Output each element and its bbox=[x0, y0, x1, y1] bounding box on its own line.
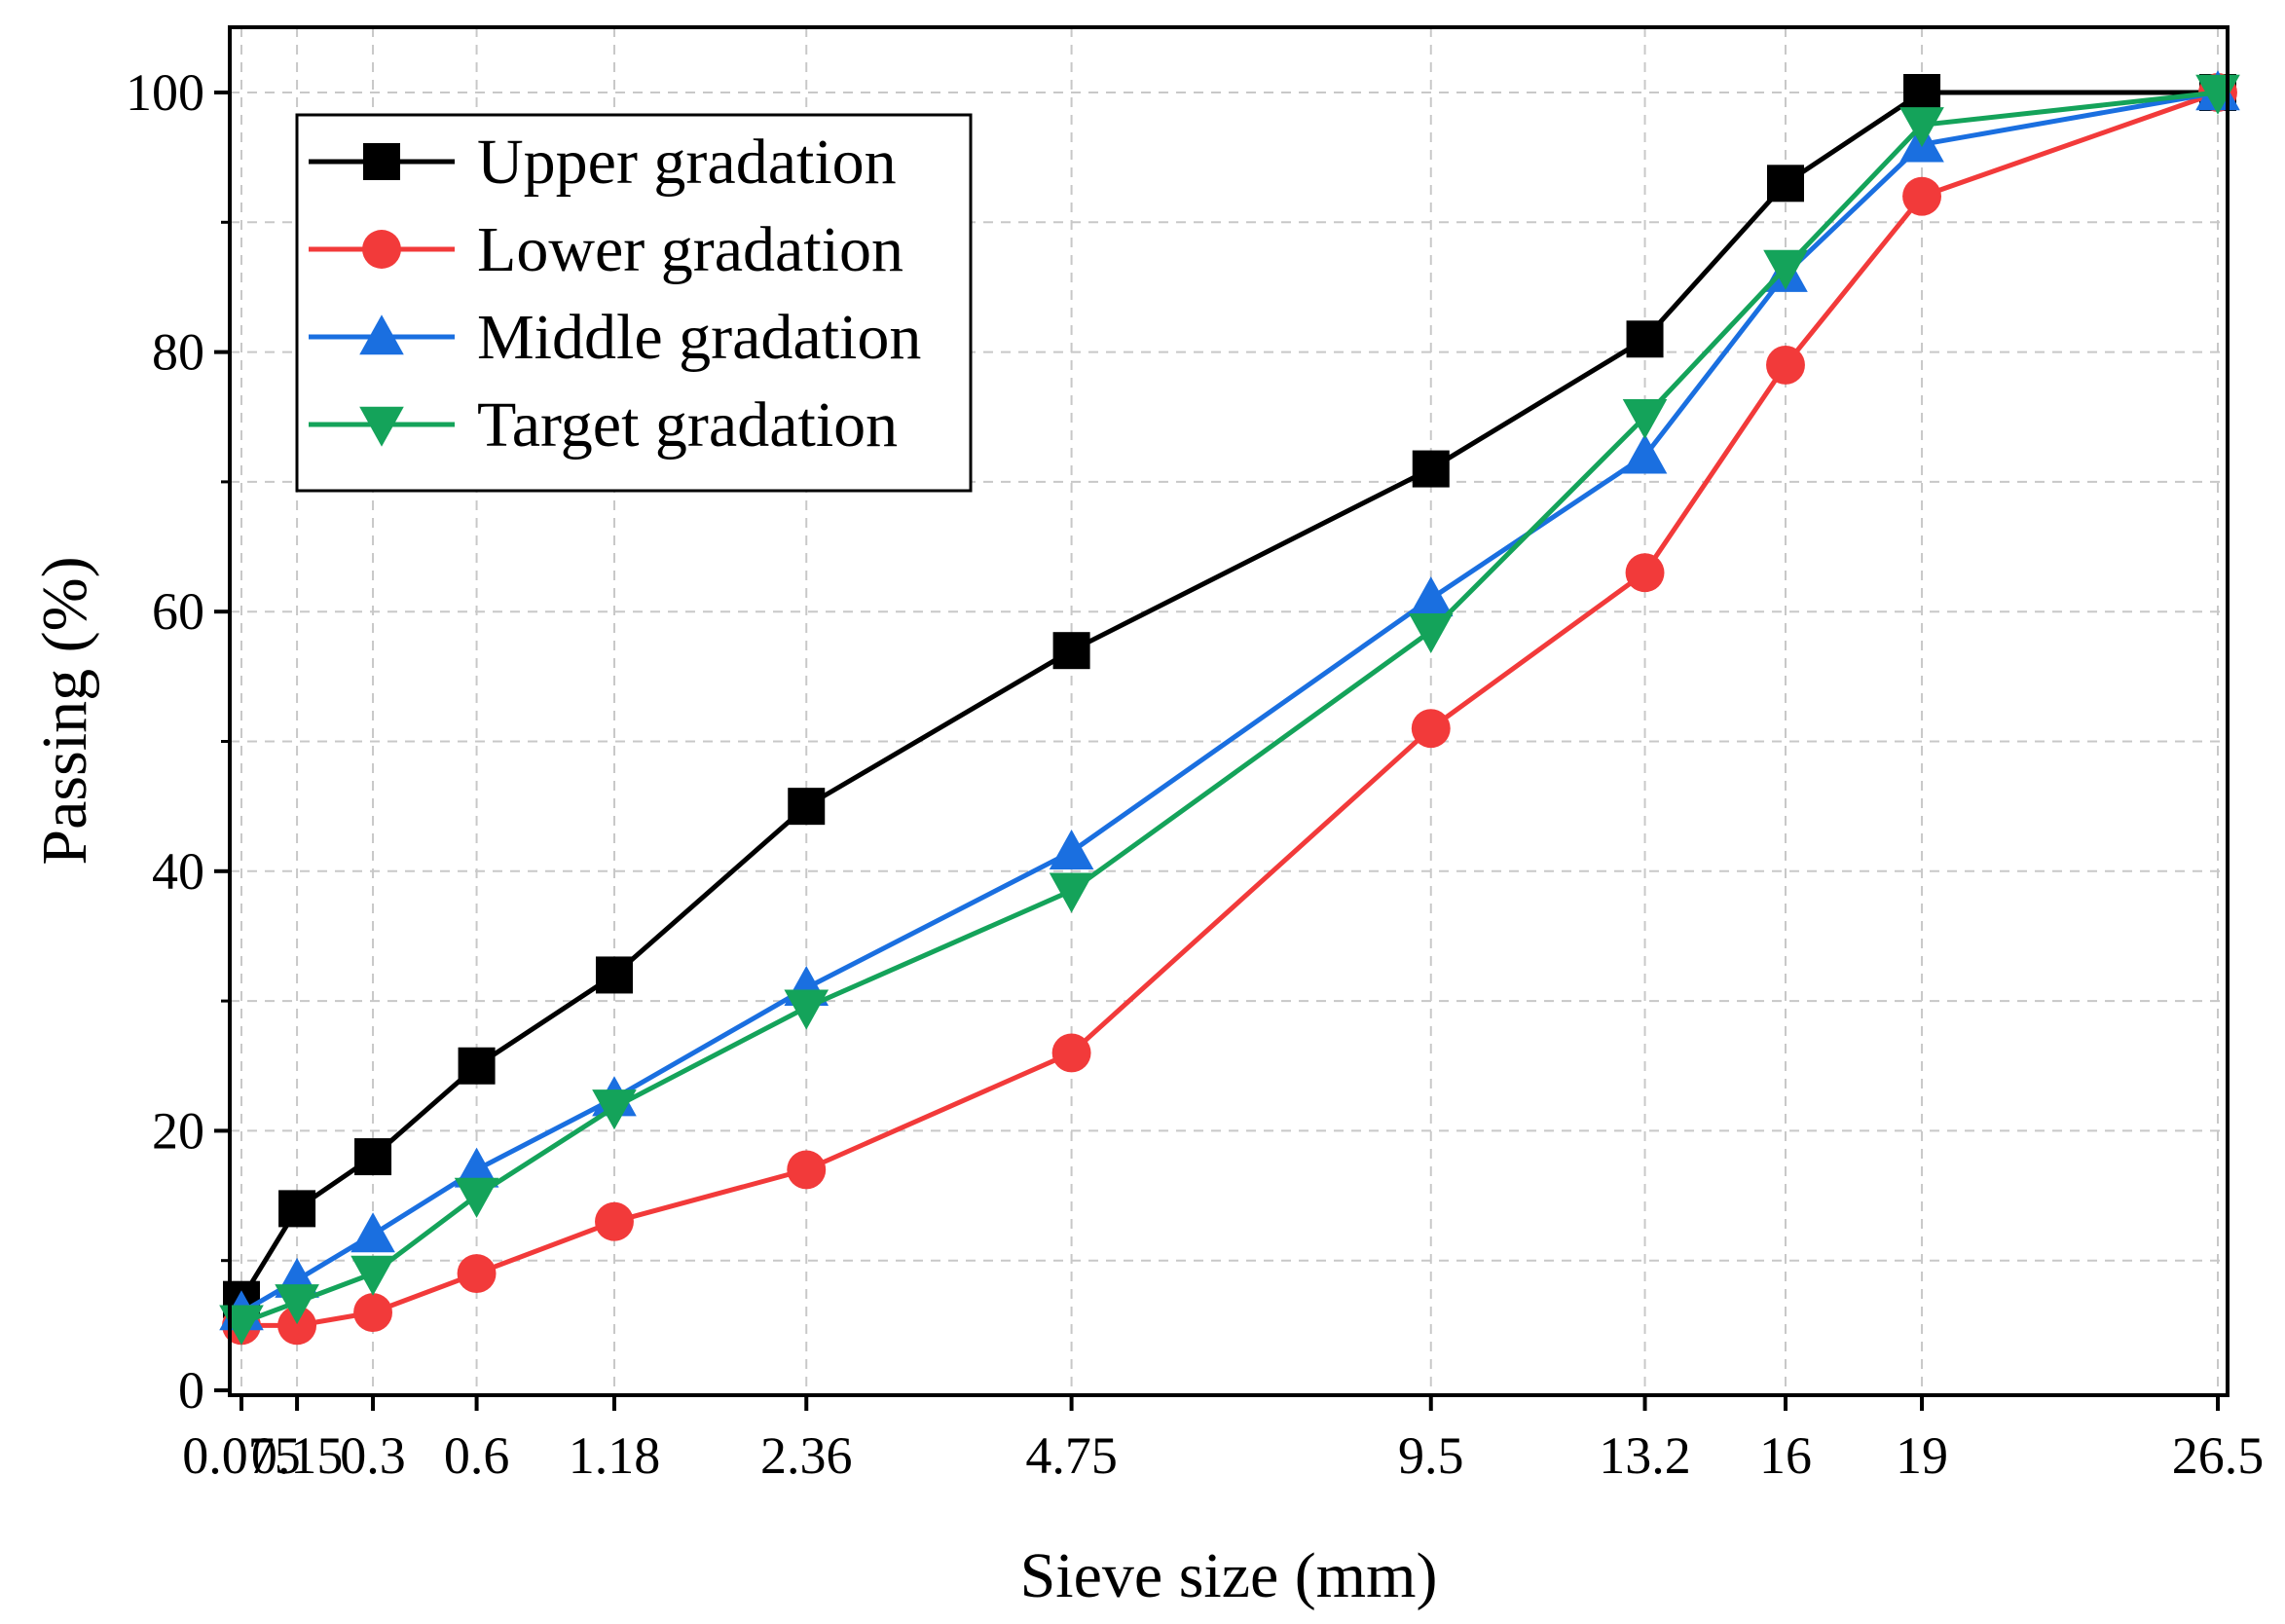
x-tick-label: 2.36 bbox=[760, 1426, 853, 1485]
data-point bbox=[454, 1147, 499, 1188]
data-point bbox=[1763, 249, 1808, 290]
data-point bbox=[1622, 399, 1668, 440]
data-point bbox=[275, 1284, 319, 1325]
data-point bbox=[454, 1177, 499, 1218]
y-tick-label: 100 bbox=[126, 63, 204, 122]
legend-label: Upper gradation bbox=[477, 127, 897, 198]
legend-item: Lower gradation bbox=[309, 214, 903, 285]
data-point bbox=[277, 1306, 317, 1346]
legend-item: Middle gradation bbox=[309, 302, 921, 373]
data-point bbox=[1625, 553, 1665, 593]
data-point bbox=[1626, 320, 1664, 358]
x-tick-label: 19 bbox=[1896, 1426, 1948, 1485]
y-tick-label: 20 bbox=[152, 1101, 204, 1160]
data-point bbox=[1902, 176, 1941, 216]
x-axis-title: Sieve size (mm) bbox=[1020, 1540, 1438, 1611]
data-point bbox=[1049, 872, 1094, 913]
data-point bbox=[1622, 433, 1668, 474]
data-point bbox=[788, 788, 826, 826]
y-tick-label: 60 bbox=[152, 582, 204, 641]
x-tick-label: 0.075 bbox=[182, 1426, 301, 1485]
legend: Upper gradation Lower gradation Middle gra… bbox=[295, 113, 973, 493]
data-point bbox=[1411, 709, 1451, 749]
data-point bbox=[353, 1293, 393, 1332]
y-tick-label: 40 bbox=[152, 842, 204, 901]
data-point bbox=[1903, 74, 1941, 111]
legend-label: Target gradation bbox=[477, 389, 898, 461]
data-point bbox=[787, 1150, 827, 1190]
series-target-gradation bbox=[219, 74, 2240, 1346]
data-point bbox=[1412, 450, 1450, 488]
data-point bbox=[278, 1190, 316, 1228]
legend-label: Middle gradation bbox=[477, 302, 921, 373]
data-point bbox=[1051, 1033, 1091, 1073]
x-tick-label: 4.75 bbox=[1025, 1426, 1118, 1485]
series-line bbox=[240, 90, 2219, 1326]
x-tick-label: 13.2 bbox=[1599, 1426, 1691, 1485]
x-tick-label: 9.5 bbox=[1398, 1426, 1464, 1485]
x-tick-label: 1.18 bbox=[569, 1426, 661, 1485]
data-point bbox=[592, 1089, 637, 1130]
data-point bbox=[595, 956, 633, 994]
legend-box bbox=[295, 113, 973, 493]
data-point bbox=[1408, 612, 1454, 653]
y-tick-label: 80 bbox=[152, 323, 204, 382]
y-axis-title: Passing (%) bbox=[29, 556, 100, 865]
data-point bbox=[784, 989, 829, 1030]
legend-marker bbox=[363, 143, 400, 180]
data-point bbox=[595, 1201, 634, 1241]
legend-item: Upper gradation bbox=[309, 127, 897, 198]
data-point bbox=[1766, 345, 1805, 385]
data-point bbox=[1766, 165, 1804, 203]
x-tick-label: 0.3 bbox=[340, 1426, 406, 1485]
plot-area-frame bbox=[228, 25, 2230, 1397]
data-point bbox=[1049, 830, 1094, 870]
x-tick-label: 0.6 bbox=[444, 1426, 510, 1485]
data-point bbox=[1052, 632, 1090, 670]
legend-marker bbox=[362, 230, 401, 269]
x-tick-label: 0.15 bbox=[251, 1426, 344, 1485]
data-point bbox=[1899, 107, 1944, 148]
legend-marker bbox=[359, 314, 404, 355]
x-tick-label: 16 bbox=[1759, 1426, 1812, 1485]
data-point bbox=[350, 1255, 395, 1296]
data-point bbox=[1408, 576, 1454, 617]
y-tick-label: 0 bbox=[178, 1361, 204, 1420]
data-point bbox=[350, 1212, 395, 1253]
data-point bbox=[458, 1047, 496, 1085]
x-tick-label: 26.5 bbox=[2172, 1426, 2265, 1485]
series-layer bbox=[219, 70, 2240, 1346]
data-point bbox=[354, 1138, 392, 1176]
legend-marker bbox=[359, 406, 404, 447]
legend-label: Lower gradation bbox=[477, 214, 903, 285]
legend-item: Target gradation bbox=[309, 389, 898, 461]
data-point bbox=[457, 1254, 497, 1293]
